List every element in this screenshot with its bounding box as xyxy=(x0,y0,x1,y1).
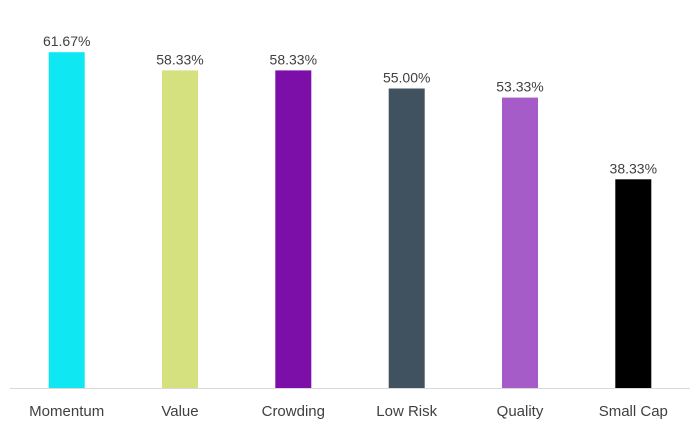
bars-group xyxy=(48,52,652,389)
x-tick-label-value: Value xyxy=(161,403,198,420)
data-label-small-cap: 38.33% xyxy=(610,160,657,176)
bar-low-risk xyxy=(388,88,425,388)
bar-value xyxy=(162,70,198,389)
x-tick-label-small-cap: Small Cap xyxy=(599,403,668,420)
x-tick-labels-group: Momentum Value Crowding Low Risk Quality Smal… xyxy=(29,403,668,420)
x-tick-label-quality: Quality xyxy=(497,403,544,420)
x-tick-label-low-risk: Low Risk xyxy=(376,403,437,420)
data-label-value: 58.33% xyxy=(156,51,203,67)
data-label-crowding: 58.33% xyxy=(270,51,317,67)
data-label-low-risk: 55.00% xyxy=(383,70,430,86)
bar-crowding xyxy=(275,70,312,389)
data-label-momentum: 61.67% xyxy=(43,33,90,49)
data-label-quality: 53.33% xyxy=(496,79,543,95)
data-labels-group: 61.67% 58.33% 58.33% 55.00% 53.33% 38.33% xyxy=(43,33,657,176)
x-tick-label-momentum: Momentum xyxy=(29,403,104,420)
bar-small-cap xyxy=(615,179,652,388)
bar-quality xyxy=(502,97,538,388)
bar-momentum xyxy=(48,52,85,388)
x-tick-label-crowding: Crowding xyxy=(262,403,325,420)
